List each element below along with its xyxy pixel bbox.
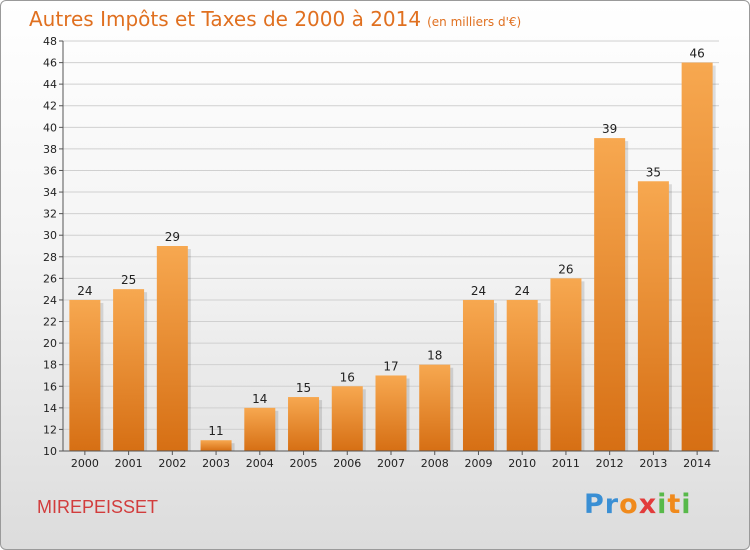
value-label: 46 (689, 47, 704, 61)
value-label: 39 (602, 122, 617, 136)
x-tick-label: 2010 (508, 457, 536, 470)
logo-letter: t (667, 489, 682, 520)
value-label: 17 (383, 359, 398, 373)
x-tick-label: 2008 (421, 457, 449, 470)
bar-2000 (69, 299, 101, 451)
bar-2011 (550, 278, 582, 451)
bar-2001 (113, 289, 145, 451)
chart-title-text: Autres Impôts et Taxes de 2000 à 2014 (29, 7, 422, 31)
x-tick-label: 2011 (552, 457, 580, 470)
chart-subtitle: (en milliers d'€) (427, 15, 522, 29)
bars (69, 62, 716, 451)
bar-2009 (462, 299, 494, 451)
x-tick-label: 2012 (596, 457, 624, 470)
logo-letter: r (604, 489, 620, 520)
value-label: 24 (77, 284, 92, 298)
y-tick-label: 46 (43, 57, 57, 70)
y-tick-label: 38 (43, 143, 57, 156)
y-tick-label: 22 (43, 316, 57, 329)
bar-2014 (681, 62, 713, 451)
x-tick-label: 2002 (158, 457, 186, 470)
value-label: 15 (296, 381, 311, 395)
y-tick-label: 12 (43, 423, 57, 436)
bar-2002 (156, 246, 188, 451)
value-label: 16 (340, 370, 355, 384)
x-tick-label: 2007 (377, 457, 405, 470)
value-label: 18 (427, 349, 442, 363)
y-tick-label: 30 (43, 229, 57, 242)
logo-letter: P (584, 489, 605, 520)
y-tick-label: 18 (43, 359, 57, 372)
x-tick-label: 2004 (246, 457, 274, 470)
y-tick-label: 28 (43, 251, 57, 264)
bar-2004 (244, 407, 276, 451)
logo-letter: i (657, 489, 668, 520)
y-tick-label: 16 (43, 380, 57, 393)
value-label: 35 (646, 165, 661, 179)
y-tick-label: 32 (43, 208, 57, 221)
x-tick-label: 2013 (639, 457, 667, 470)
city-name: MIREPEISSET (37, 497, 159, 517)
proxiti-logo: Proxiti (584, 489, 692, 520)
y-tick-label: 40 (43, 121, 57, 134)
logo-letter: x (638, 489, 658, 520)
value-label: 14 (252, 392, 267, 406)
x-tick-label: 2005 (290, 457, 318, 470)
bar-2006 (331, 386, 363, 451)
y-tick-label: 48 (43, 35, 57, 48)
y-tick-label: 24 (43, 294, 57, 307)
bar-2010 (506, 299, 538, 451)
value-label: 11 (208, 424, 223, 438)
x-tick-label: 2000 (71, 457, 99, 470)
labels: 10 12 14 16 18 20 22 24 26 28 30 32 34 36 38 40 42 44 46 48… (43, 35, 711, 470)
bar-2007 (375, 375, 407, 451)
bar-2005 (288, 397, 320, 451)
x-tick-label: 2003 (202, 457, 230, 470)
x-tick-label: 2014 (683, 457, 711, 470)
y-tick-label: 34 (43, 186, 57, 199)
x-tick-label: 2001 (115, 457, 143, 470)
y-tick-label: 26 (43, 272, 57, 285)
x-tick-label: 2009 (464, 457, 492, 470)
y-tick-label: 14 (43, 402, 57, 415)
x-tick-label: 2006 (333, 457, 361, 470)
bar-2008 (419, 364, 451, 451)
bar-2013 (637, 181, 669, 451)
logo-letter: i (681, 489, 692, 520)
axes (59, 40, 719, 455)
value-label: 24 (515, 284, 530, 298)
value-label: 29 (165, 230, 180, 244)
logo-letter: o (619, 489, 639, 520)
y-tick-label: 42 (43, 100, 57, 113)
y-tick-label: 36 (43, 164, 57, 177)
value-label: 24 (471, 284, 486, 298)
y-tick-label: 10 (43, 445, 57, 458)
value-label: 26 (558, 262, 573, 276)
chart-title: Autres Impôts et Taxes de 2000 à 2014 (en… (29, 7, 521, 31)
bar-2003 (200, 440, 232, 451)
y-tick-label: 20 (43, 337, 57, 350)
y-tick-label: 44 (43, 78, 57, 91)
value-label: 25 (121, 273, 136, 287)
bar-2012 (594, 138, 626, 451)
